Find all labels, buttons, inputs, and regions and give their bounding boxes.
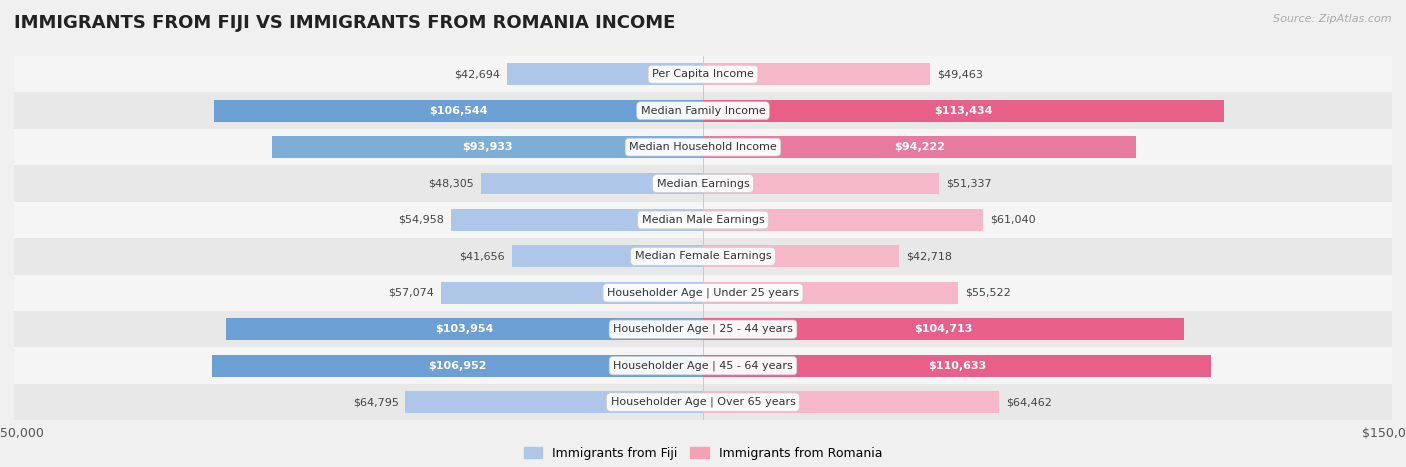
Bar xyxy=(14,347,1392,384)
Legend: Immigrants from Fiji, Immigrants from Romania: Immigrants from Fiji, Immigrants from Ro… xyxy=(519,442,887,465)
Bar xyxy=(225,318,703,340)
Text: Median Household Income: Median Household Income xyxy=(628,142,778,152)
Bar xyxy=(14,56,1392,92)
Bar xyxy=(441,282,703,304)
Text: $61,040: $61,040 xyxy=(990,215,1036,225)
Bar xyxy=(508,64,703,85)
Bar xyxy=(703,282,957,304)
Text: Median Family Income: Median Family Income xyxy=(641,106,765,116)
Text: Householder Age | 45 - 64 years: Householder Age | 45 - 64 years xyxy=(613,361,793,371)
Text: Median Male Earnings: Median Male Earnings xyxy=(641,215,765,225)
Text: $41,656: $41,656 xyxy=(460,251,505,262)
Bar xyxy=(703,64,931,85)
Text: $51,337: $51,337 xyxy=(946,178,991,189)
Bar xyxy=(214,100,703,121)
Bar xyxy=(14,238,1392,275)
Bar xyxy=(481,173,703,194)
Text: $42,718: $42,718 xyxy=(905,251,952,262)
Bar xyxy=(703,391,1000,413)
Bar xyxy=(212,355,703,376)
Bar xyxy=(703,209,983,231)
Text: $106,544: $106,544 xyxy=(429,106,488,116)
Text: Source: ZipAtlas.com: Source: ZipAtlas.com xyxy=(1274,14,1392,24)
Bar xyxy=(703,173,939,194)
Bar xyxy=(14,92,1392,129)
Bar xyxy=(703,136,1136,158)
Text: IMMIGRANTS FROM FIJI VS IMMIGRANTS FROM ROMANIA INCOME: IMMIGRANTS FROM FIJI VS IMMIGRANTS FROM … xyxy=(14,14,675,32)
Bar xyxy=(512,246,703,267)
Bar xyxy=(14,165,1392,202)
Bar xyxy=(703,246,900,267)
Text: Per Capita Income: Per Capita Income xyxy=(652,69,754,79)
Text: $64,462: $64,462 xyxy=(1005,397,1052,407)
Text: Median Female Earnings: Median Female Earnings xyxy=(634,251,772,262)
Bar xyxy=(14,129,1392,165)
Text: Householder Age | Under 25 years: Householder Age | Under 25 years xyxy=(607,288,799,298)
Text: $49,463: $49,463 xyxy=(936,69,983,79)
Text: Householder Age | Over 65 years: Householder Age | Over 65 years xyxy=(610,397,796,407)
Bar xyxy=(450,209,703,231)
Text: Median Earnings: Median Earnings xyxy=(657,178,749,189)
Text: $110,633: $110,633 xyxy=(928,361,986,371)
Bar xyxy=(703,100,1225,121)
Text: $113,434: $113,434 xyxy=(934,106,993,116)
Text: $94,222: $94,222 xyxy=(894,142,945,152)
Text: $48,305: $48,305 xyxy=(429,178,474,189)
Text: $104,713: $104,713 xyxy=(914,324,973,334)
Text: $55,522: $55,522 xyxy=(965,288,1011,298)
Bar xyxy=(14,202,1392,238)
Bar xyxy=(14,311,1392,347)
Bar xyxy=(14,275,1392,311)
Bar xyxy=(271,136,703,158)
Text: $106,952: $106,952 xyxy=(429,361,486,371)
Text: $103,954: $103,954 xyxy=(434,324,494,334)
Text: $42,694: $42,694 xyxy=(454,69,501,79)
Text: $57,074: $57,074 xyxy=(388,288,434,298)
Bar xyxy=(14,384,1392,420)
Text: $54,958: $54,958 xyxy=(398,215,444,225)
Text: Householder Age | 25 - 44 years: Householder Age | 25 - 44 years xyxy=(613,324,793,334)
Text: $64,795: $64,795 xyxy=(353,397,398,407)
Bar xyxy=(405,391,703,413)
Text: $93,933: $93,933 xyxy=(463,142,513,152)
Bar xyxy=(703,318,1184,340)
Bar xyxy=(703,355,1211,376)
